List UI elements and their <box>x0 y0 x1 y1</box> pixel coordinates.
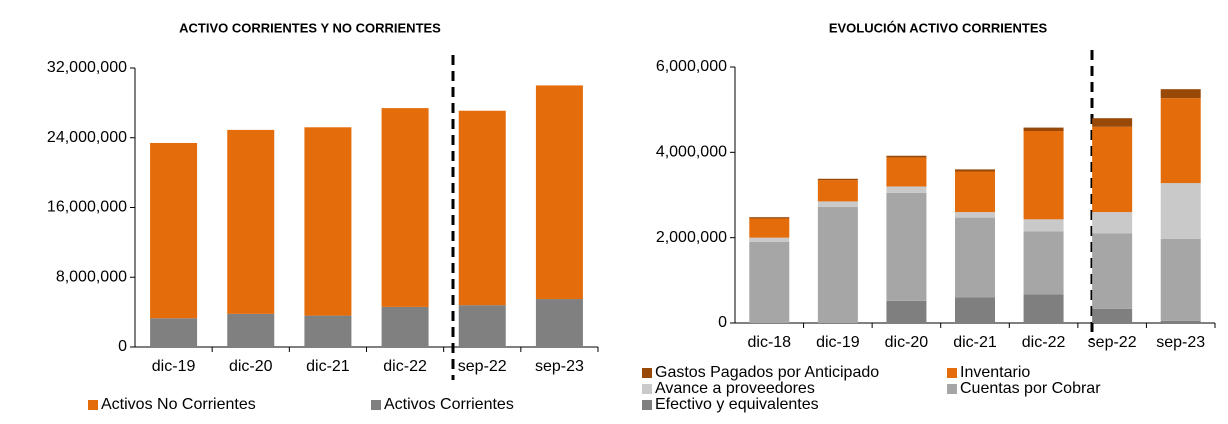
x-tick-label: sep-22 <box>458 358 507 375</box>
bar-segment <box>304 315 352 347</box>
bar-segment <box>817 178 858 181</box>
bar-segment <box>381 108 429 307</box>
bar-segment <box>1023 219 1064 232</box>
bar-segment <box>227 129 275 314</box>
bar-segment <box>1092 212 1133 234</box>
bar-segment <box>1023 294 1064 323</box>
bar-segment <box>749 237 790 242</box>
legend-swatch <box>642 400 652 410</box>
bar-segment <box>886 157 927 187</box>
legend-label: Avance a proveedores <box>655 380 815 397</box>
x-tick-label: dic-19 <box>152 358 196 375</box>
bar-segment <box>817 206 858 323</box>
bar-segment <box>150 142 198 319</box>
bar-segment <box>886 192 927 301</box>
y-tick-label: 24,000,000 <box>47 129 127 146</box>
legend-label: Efectivo y equivalentes <box>655 396 819 413</box>
bar-segment <box>955 171 995 213</box>
y-tick-label: 6,000,000 <box>656 58 727 75</box>
bar-segment <box>955 169 995 172</box>
y-tick-label: 0 <box>118 338 127 355</box>
x-tick-label: dic-22 <box>383 358 427 375</box>
chart-title: ACTIVO CORRIENTES Y NO CORRIENTES <box>179 20 441 35</box>
bar-segment <box>227 313 275 347</box>
legend-swatch <box>947 368 957 378</box>
x-tick-label: dic-21 <box>306 358 350 375</box>
x-tick-label: dic-22 <box>1022 334 1066 351</box>
bar-segment <box>817 201 858 207</box>
x-tick-label: sep-23 <box>1156 334 1205 351</box>
legend-label: Cuentas por Cobrar <box>960 380 1101 397</box>
x-tick-label: dic-21 <box>953 334 997 351</box>
x-tick-label: sep-23 <box>535 358 584 375</box>
bar-segment <box>1160 183 1201 239</box>
bar-segment <box>1160 98 1201 184</box>
y-tick-label: 0 <box>718 314 727 331</box>
bar-segment <box>381 306 429 347</box>
x-tick-label: dic-20 <box>229 358 273 375</box>
legend-swatch <box>88 400 98 410</box>
bar-segment <box>1092 308 1133 323</box>
bar-segment <box>458 305 506 347</box>
bar-segment <box>458 110 506 306</box>
bar-segment <box>749 241 790 323</box>
bar-segment <box>1160 320 1201 323</box>
bar-segment <box>817 180 858 202</box>
bar-segment <box>1160 238 1201 321</box>
bar-segment <box>955 212 995 218</box>
y-tick-label: 32,000,000 <box>47 59 127 76</box>
x-tick-label: sep-22 <box>1088 334 1137 351</box>
bar-segment <box>1092 118 1133 127</box>
x-tick-label: dic-20 <box>885 334 929 351</box>
x-tick-label: dic-18 <box>747 334 791 351</box>
bar-segment <box>1023 131 1064 220</box>
legend-label: Gastos Pagados por Anticipado <box>655 364 879 381</box>
bar-segment <box>535 85 583 300</box>
bar-segment <box>955 297 995 323</box>
chart-title: EVOLUCIÓN ACTIVO CORRIENTES <box>829 20 1048 35</box>
y-tick-label: 16,000,000 <box>47 199 127 216</box>
bar-segment <box>304 127 352 316</box>
legend-label: Activos Corrientes <box>384 396 514 413</box>
bar-segment <box>150 318 198 347</box>
bar-segment <box>749 217 790 219</box>
y-tick-label: 8,000,000 <box>56 268 127 285</box>
bar-segment <box>1023 127 1064 131</box>
bar-segment <box>1092 126 1133 213</box>
legend-swatch <box>642 384 652 394</box>
bar-segment <box>1092 233 1133 309</box>
bar-segment <box>749 218 790 238</box>
bar-segment <box>1160 89 1201 99</box>
y-tick-label: 2,000,000 <box>656 229 727 246</box>
legend-label: Activos No Corrientes <box>101 396 256 413</box>
bar-segment <box>886 186 927 193</box>
legend-swatch <box>371 400 381 410</box>
bar-segment <box>1023 231 1064 295</box>
legend-swatch <box>642 368 652 378</box>
legend-label: Inventario <box>960 364 1030 381</box>
legend-swatch <box>947 384 957 394</box>
bar-segment <box>955 217 995 298</box>
bar-segment <box>886 155 927 158</box>
bar-segment <box>886 300 927 323</box>
x-tick-label: dic-19 <box>816 334 860 351</box>
y-tick-label: 4,000,000 <box>656 144 727 161</box>
bar-segment <box>535 299 583 347</box>
